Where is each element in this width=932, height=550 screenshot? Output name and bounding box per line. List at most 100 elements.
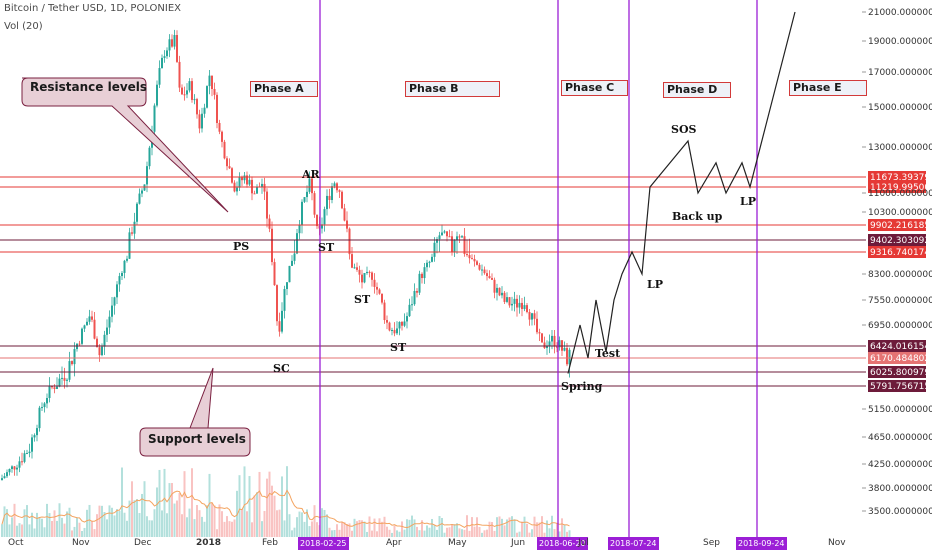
volume-bar: [313, 505, 316, 537]
volume-bar: [246, 511, 248, 537]
candle-body: [528, 312, 531, 320]
volume-bar: [423, 530, 426, 537]
volume-bar: [386, 526, 388, 537]
candle-body: [166, 50, 168, 57]
volume-bar: [121, 467, 123, 537]
candle-body: [536, 318, 538, 333]
candle-body: [206, 86, 208, 108]
candle-body: [368, 271, 371, 273]
volume-bar: [6, 509, 8, 537]
x-tick-apr: Apr: [386, 538, 402, 548]
candle-body: [356, 267, 358, 270]
x-tick-jun: Jun: [511, 538, 526, 548]
volume-bar: [106, 519, 108, 537]
annotation-st-1: ST: [318, 241, 335, 254]
volume-bar: [333, 530, 336, 537]
volume-bar: [173, 503, 176, 537]
volume-bar: [471, 517, 473, 537]
volume-bar: [176, 500, 178, 537]
volume-bar: [163, 468, 166, 537]
resistance-callout-bubble: [21, 77, 229, 213]
volume-bar: [221, 511, 223, 537]
candle-body: [271, 228, 273, 263]
volume-bar: [66, 511, 68, 537]
candle-body: [503, 292, 506, 302]
candle-body: [433, 242, 436, 257]
candle-body: [176, 35, 178, 62]
candle-body: [26, 453, 28, 455]
volume-bar: [16, 525, 18, 537]
price-axis: 21000.00000000 19000.00000000 17000.000000…: [862, 8, 932, 517]
volume-bar: [153, 509, 156, 537]
price-level-tag: [868, 366, 926, 378]
volume-bar: [346, 523, 348, 537]
volume-bar: [208, 473, 211, 537]
candle-body: [98, 347, 101, 356]
volume-bar: [26, 505, 28, 537]
volume-bar: [81, 530, 83, 537]
candle-body: [341, 191, 343, 209]
volume-bar: [328, 527, 331, 537]
volume-bar: [356, 521, 358, 537]
candle-body: [241, 177, 243, 181]
candle-body: [393, 329, 396, 334]
volume-bar: [468, 530, 471, 537]
x-tick-jul: Jul: [578, 538, 589, 548]
price-level-value: 11219.99500665: [870, 183, 932, 193]
volume-bar: [461, 529, 463, 537]
volume-bar: [231, 521, 233, 537]
candle-body: [43, 403, 46, 408]
candle-body: [178, 61, 181, 88]
candle-body: [326, 195, 328, 210]
candle-body: [116, 284, 118, 298]
volume-bar: [336, 524, 338, 537]
candle-body: [226, 158, 228, 167]
candle-body: [413, 290, 416, 305]
candle-body: [236, 187, 238, 192]
volume-bar: [201, 516, 203, 537]
volume-bar: [361, 520, 363, 537]
volume-bar: [28, 524, 31, 537]
volume-bar: [71, 530, 73, 537]
volume-bar: [316, 522, 318, 537]
candle-body: [308, 178, 311, 192]
volume-bar: [36, 512, 38, 537]
volume-bar: [421, 520, 423, 537]
volume-bar: [516, 532, 518, 537]
price-tick-label: 15000.00000000: [868, 103, 932, 113]
volume-bar: [43, 527, 46, 537]
candle-body: [3, 476, 6, 479]
volume-bar: [566, 531, 568, 537]
volume-bar: [256, 492, 258, 537]
x-tick-dec: Dec: [134, 538, 152, 548]
candle-body: [286, 282, 288, 290]
volume-bar: [103, 512, 106, 537]
volume-bar: [258, 471, 261, 537]
annotation-st-3: ST: [390, 341, 407, 354]
volume-bar: [341, 522, 343, 537]
annotation-test: Test: [595, 347, 621, 360]
candle-body: [378, 289, 381, 294]
volume-bar: [568, 530, 571, 537]
volume-bar: [8, 524, 11, 537]
volume-bar: [388, 529, 391, 537]
candle-body: [478, 264, 481, 270]
candle-body: [303, 197, 306, 202]
candle-body: [518, 302, 521, 308]
volume-bar: [108, 505, 111, 537]
candle-body: [316, 214, 318, 227]
volume-bar: [278, 509, 281, 537]
volume-bar: [273, 495, 276, 537]
volume-ma-line: [1, 489, 570, 529]
candle-body: [371, 272, 373, 280]
volume-bar: [113, 515, 116, 537]
volume-bar: [126, 520, 128, 537]
candle-body: [223, 141, 226, 159]
candle-body: [306, 191, 308, 198]
candle-body: [181, 87, 183, 95]
price-tick-label: 21000.00000000: [868, 8, 932, 18]
projected-path-line: [567, 11, 796, 374]
candle-body: [561, 340, 563, 351]
volume-bar: [403, 529, 406, 537]
volume-bar: [488, 521, 491, 537]
